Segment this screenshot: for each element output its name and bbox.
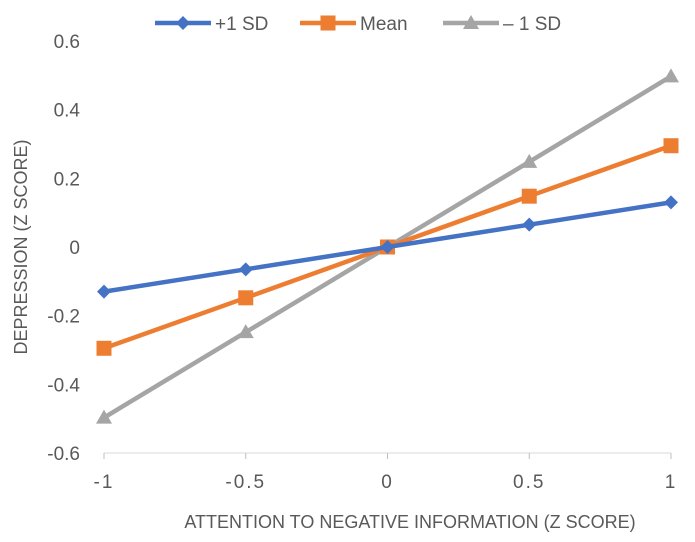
data-point	[380, 240, 395, 254]
y-axis-title: DEPRESSION (Z SCORE)	[11, 139, 31, 354]
x-tick-label: 0.5	[513, 472, 545, 493]
y-tick-label: 0.6	[54, 32, 80, 53]
legend-swatch-marker	[176, 16, 190, 30]
x-tick-label: 0	[381, 472, 394, 493]
data-point	[663, 138, 679, 154]
data-point	[96, 340, 112, 356]
data-point	[238, 262, 253, 277]
data-point	[664, 195, 678, 210]
y-tick-label: 0.2	[54, 169, 80, 190]
data-point	[522, 217, 537, 232]
data-point	[96, 409, 112, 424]
legend-label: – 1 SD	[503, 14, 561, 35]
x-axis: -1 -0.5 0 0.5 1	[94, 452, 678, 493]
legend: +1 SD Mean – 1 SD	[155, 14, 561, 35]
data-point	[663, 68, 679, 83]
data-point	[238, 290, 254, 306]
legend-item: +1 SD	[155, 14, 268, 35]
data-point	[97, 284, 111, 299]
legend-label: +1 SD	[215, 14, 268, 35]
data-point	[521, 188, 537, 204]
y-tick-label: -0.4	[47, 375, 80, 396]
series-layer	[96, 68, 679, 424]
legend-item: – 1 SD	[443, 14, 561, 35]
legend-swatch-marker	[463, 15, 479, 29]
data-point	[521, 153, 538, 168]
x-axis-title: ATTENTION TO NEGATIVE INFORMATION (Z SCO…	[184, 512, 635, 532]
y-tick-label: 0.4	[54, 101, 81, 122]
legend-swatch-marker	[320, 15, 336, 31]
y-axis: 0.6 0.4 0.2 0 -0.2 -0.4 -0.6	[47, 32, 80, 465]
y-tick-label: -0.2	[47, 307, 80, 328]
y-tick-label: -0.6	[47, 444, 80, 465]
y-tick-label: 0	[69, 238, 80, 259]
data-point	[237, 324, 254, 339]
legend-label: Mean	[360, 14, 408, 35]
x-tick-label: -1	[94, 472, 115, 493]
x-tick-label: -0.5	[225, 472, 266, 493]
legend-item: Mean	[300, 14, 408, 35]
series-0	[97, 195, 678, 299]
x-tick-label: 1	[665, 472, 678, 493]
